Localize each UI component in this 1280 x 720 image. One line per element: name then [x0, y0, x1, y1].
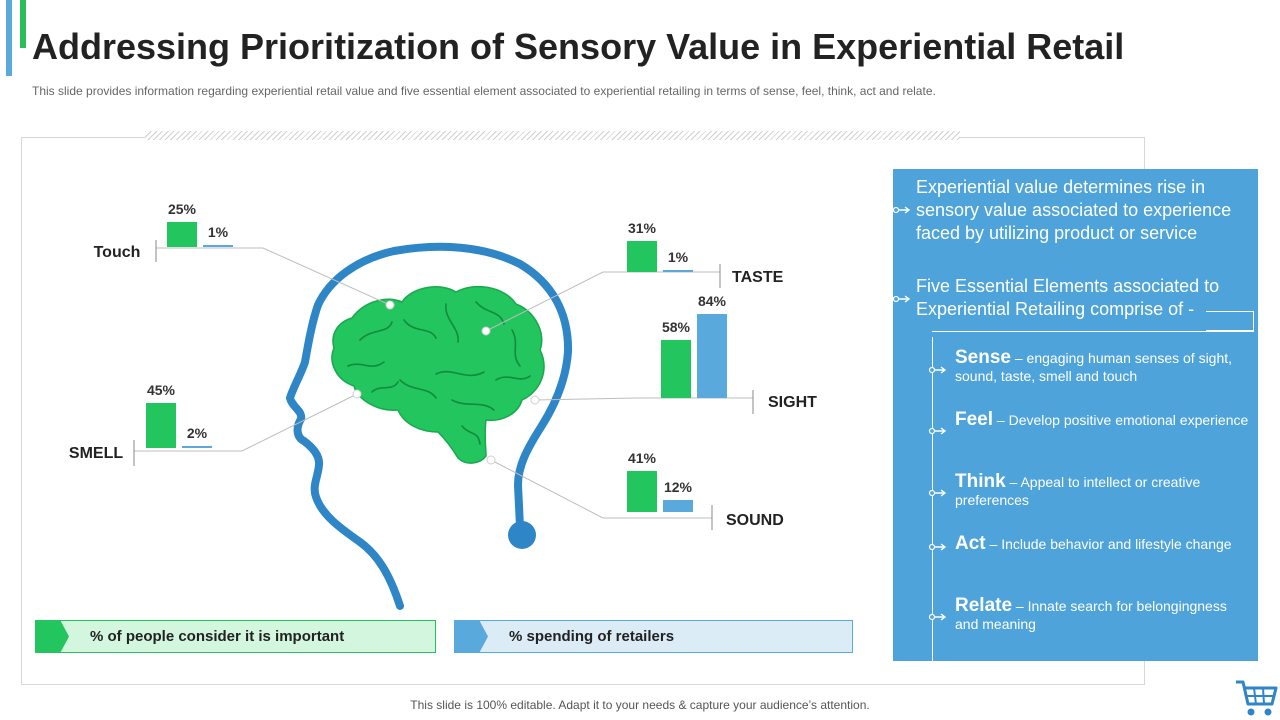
category-label-taste: TASTE [732, 269, 784, 286]
page-subtitle: This slide provides information regardin… [32, 84, 936, 98]
anchor-dot-smell [352, 389, 362, 399]
title-accent-green [20, 0, 26, 48]
panel-horizontal-line [932, 331, 1254, 332]
bar-taste-importance [627, 241, 657, 272]
data-label-smell-spending: 2% [187, 425, 208, 441]
category-label-sound: SOUND [726, 512, 784, 529]
legend-green-marker [35, 620, 69, 653]
category-label-touch: Touch [94, 244, 141, 261]
shopping-cart-icon [1236, 680, 1278, 716]
element-feel: Feel – Develop positive emotional experi… [955, 409, 1249, 430]
chart-bars [146, 222, 727, 512]
panel-lead: Five Essential Elements associated to Ex… [916, 276, 1220, 319]
bar-taste-spending [663, 270, 693, 272]
decorative-hatch [145, 131, 960, 140]
bar-smell-importance [146, 403, 176, 448]
category-label-smell: SMELL [69, 445, 123, 462]
legend-spending-label: % spending of retailers [509, 628, 675, 645]
panel-arrow-markers [893, 206, 947, 621]
title-accent-blue [6, 0, 12, 76]
bar-sound-importance [627, 471, 657, 512]
legend-importance: % of people consider it is important [35, 620, 436, 653]
footer-note: This slide is 100% editable. Adapt it to… [410, 698, 870, 712]
anchor-dot-touch [385, 300, 395, 310]
data-label-sound-spending: 12% [664, 479, 693, 495]
bar-sight-spending [697, 314, 727, 398]
head-profile-icon [286, 242, 573, 610]
anchor-dot-sight [530, 395, 540, 405]
data-label-smell-importance: 45% [147, 382, 176, 398]
bar-smell-spending [182, 446, 212, 448]
element-think: Think – Appeal to intellect or creative … [955, 471, 1201, 508]
data-label-sound-importance: 41% [628, 450, 657, 466]
legend-importance-label: % of people consider it is important [90, 628, 345, 645]
info-panel: Experiential value determines rise in se… [893, 169, 1258, 661]
data-label-touch-spending: 1% [208, 224, 229, 240]
element-relate: Relate – Innate search for belongingness… [955, 595, 1227, 632]
brain-icon [331, 285, 545, 464]
panel-intro: Experiential value determines rise in se… [916, 177, 1232, 243]
bar-touch-importance [167, 222, 197, 247]
bar-sound-spending [663, 500, 693, 512]
panel-bracket [1206, 311, 1254, 331]
anchor-dot-sound [486, 455, 496, 465]
legend-blue-marker [454, 620, 488, 653]
bar-sight-importance [661, 340, 691, 398]
panel-vertical-line [932, 337, 933, 661]
element-act: Act – Include behavior and lifestyle cha… [955, 533, 1232, 554]
bar-touch-spending [203, 245, 233, 247]
legend-spending: % spending of retailers [454, 620, 853, 653]
anchor-dot-taste [481, 326, 491, 336]
data-label-sight-importance: 58% [662, 319, 691, 335]
data-label-sight-spending: 84% [698, 293, 727, 309]
data-label-touch-importance: 25% [168, 201, 197, 217]
page-title: Addressing Prioritization of Sensory Val… [32, 26, 1125, 67]
data-label-taste-importance: 31% [628, 220, 657, 236]
element-sense: Sense – engaging human senses of sight, … [955, 347, 1233, 384]
data-label-taste-spending: 1% [668, 249, 689, 265]
chart-labels: 25% 1% Touch 31% 1% TASTE 58% 84% SIGHT 45% 2% SMEL… [69, 201, 817, 529]
category-label-sight: SIGHT [768, 394, 817, 411]
